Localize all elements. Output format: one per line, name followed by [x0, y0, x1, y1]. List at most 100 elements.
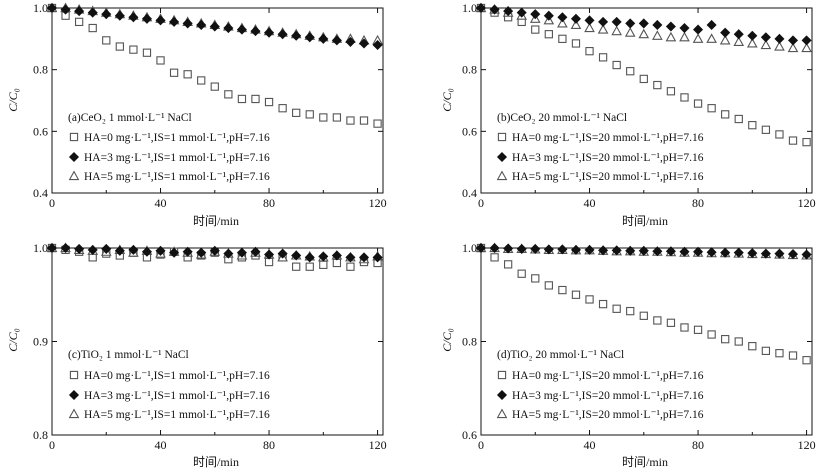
x-tick-label: 40: [584, 196, 596, 210]
data-point: [169, 16, 180, 27]
data-point: [475, 2, 487, 14]
panel-c-xlabel: 时间/min: [193, 455, 239, 469]
data-point: [774, 33, 785, 44]
data-point: [223, 248, 234, 259]
x-tick-label: 80: [263, 196, 275, 210]
data-point: [558, 34, 567, 43]
data-point: [680, 93, 689, 102]
x-tick-label: 0: [478, 196, 484, 210]
data-point: [250, 26, 261, 37]
panel-b-legend-1: HA=3 mg·L⁻¹,IS=20 mmol·L⁻¹,pH=7.16: [512, 152, 704, 164]
data-point: [224, 90, 233, 99]
data-point: [251, 94, 260, 104]
data-point: [557, 244, 568, 255]
panel-c: C/C₀ 时间/min (c)TiO₂ 1 mmol·L⁻¹ NaCl HA=0…: [6, 328, 270, 469]
data-point: [115, 42, 124, 51]
data-point: [679, 23, 690, 34]
x-tick-label: 40: [584, 438, 596, 452]
panel-d-ylabel: C/C₀: [440, 328, 454, 352]
panel-a-ylabel: C/C₀: [6, 88, 20, 112]
data-point: [544, 281, 553, 290]
y-tick-label: 0.9: [33, 335, 48, 349]
x-tick-label: 0: [49, 196, 55, 210]
data-point: [305, 110, 314, 119]
data-point: [489, 242, 500, 254]
panel-b: C/C₀ 时间/min (b)CeO₂ 20 mmol·L⁻¹ NaCl HA=…: [440, 88, 704, 228]
data-point: [760, 32, 771, 43]
data-point: [543, 10, 554, 21]
data-point: [733, 247, 744, 258]
data-point: [787, 42, 799, 53]
data-point: [209, 245, 220, 256]
data-point: [129, 45, 138, 54]
panel-b-plot: 0 40 80 120 0.4 0.6 0.8 1.0: [462, 1, 816, 210]
data-point: [625, 18, 636, 29]
data-point: [304, 252, 315, 263]
data-point: [332, 113, 342, 122]
legend-marker: [496, 170, 508, 181]
data-point: [802, 137, 811, 147]
panel-d-legend-0: HA=0 mg·L⁻¹,IS=20 mmol·L⁻¹,pH=7.16: [512, 370, 704, 382]
y-tick-label: 0.6: [462, 124, 477, 138]
data-point: [720, 247, 731, 258]
data-point: [801, 42, 812, 53]
panel-b-frame: [480, 7, 813, 194]
panel-d-legend-1: HA=3 mg·L⁻¹,IS=20 mmol·L⁻¹,pH=7.16: [512, 390, 704, 402]
data-point: [611, 25, 622, 36]
data-point: [625, 245, 636, 256]
data-point: [530, 9, 541, 20]
legend-marker: [496, 389, 508, 401]
data-point: [720, 27, 731, 38]
data-point: [101, 9, 112, 20]
data-point: [570, 19, 582, 30]
data-point: [544, 30, 553, 39]
data-point: [372, 252, 383, 263]
data-point: [516, 243, 527, 254]
data-point: [788, 351, 798, 360]
data-point: [666, 318, 676, 327]
legend-marker: [496, 408, 508, 419]
data-point: [182, 246, 193, 257]
data-point: [475, 242, 487, 254]
data-point: [128, 244, 139, 255]
panel-b-legend-0: HA=0 mg·L⁻¹,IS=20 mmol·L⁻¹,pH=7.16: [512, 132, 704, 144]
data-point: [719, 34, 731, 45]
x-tick-label: 0: [478, 438, 484, 452]
data-point: [531, 274, 540, 283]
panel-a-frame: [51, 7, 384, 194]
panel-d-label: (d)TiO₂ 20 mmol·L⁻¹ NaCl: [497, 349, 624, 361]
panel-c-legend-2: HA=5 mg·L⁻¹,IS=1 mmol·L⁻¹,pH=7.16: [84, 409, 270, 421]
x-tick-label: 120: [369, 196, 387, 210]
data-point: [707, 330, 716, 339]
data-point: [331, 250, 342, 261]
data-point: [345, 252, 356, 263]
data-point: [598, 53, 608, 62]
data-point: [748, 121, 757, 130]
data-point: [292, 262, 301, 271]
panel-b-legend-2: HA=5 mg·L⁻¹,IS=20 mmol·L⁻¹,pH=7.16: [512, 171, 704, 183]
data-point: [155, 15, 166, 26]
data-point: [585, 295, 594, 304]
panel-a: C/C₀ 时间/min (a)CeO₂ 1 mmol·L⁻¹ NaCl HA=0…: [6, 88, 270, 228]
legend-marker: [69, 370, 79, 380]
data-point: [517, 269, 526, 278]
legend-marker: [68, 389, 80, 401]
y-tick-label: 1.0: [462, 1, 477, 15]
data-point: [597, 24, 609, 34]
data-point: [359, 116, 369, 125]
data-point: [652, 246, 663, 257]
legend-marker: [496, 151, 508, 163]
data-point: [639, 311, 648, 320]
x-tick-label: 80: [692, 438, 704, 452]
panel-c-legend-0: HA=0 mg·L⁻¹,IS=1 mmol·L⁻¹,pH=7.16: [84, 370, 270, 382]
data-point: [101, 243, 112, 254]
data-point: [611, 16, 622, 27]
data-point: [721, 335, 730, 344]
x-tick-label: 120: [798, 438, 816, 452]
data-point: [693, 99, 703, 108]
data-point: [733, 29, 744, 40]
data-point: [331, 35, 342, 46]
data-point: [706, 19, 717, 30]
panel-b-xlabel: 时间/min: [622, 214, 668, 228]
